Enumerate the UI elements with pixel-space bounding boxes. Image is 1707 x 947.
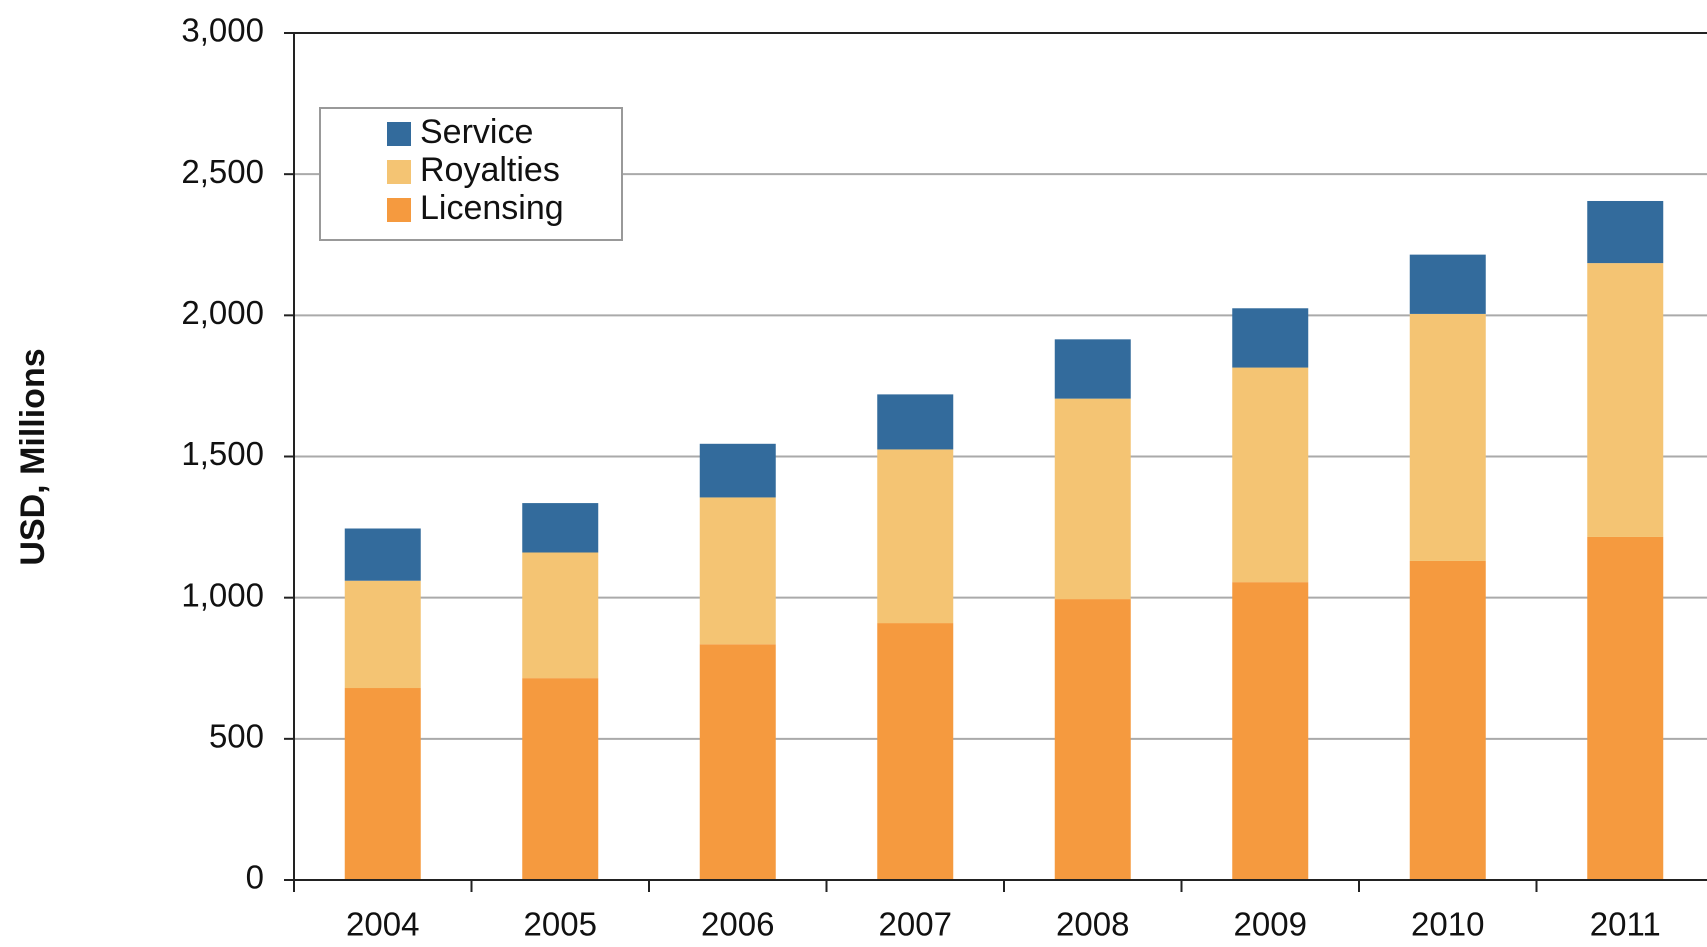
bar-segment: [1054, 339, 1131, 399]
bar-segment: [1232, 308, 1309, 368]
bar-segment: [1054, 398, 1131, 600]
bar-segment: [522, 552, 599, 679]
bar-segment: [699, 644, 776, 880]
bar-segment: [699, 497, 776, 645]
y-tick-label: 500: [209, 718, 264, 755]
bar-segment: [344, 528, 421, 581]
legend-swatch: [387, 198, 411, 222]
x-tick-label: 2006: [701, 906, 774, 943]
legend-box: [319, 107, 623, 241]
y-tick-label: 1,500: [181, 435, 264, 472]
y-tick-label: 1,000: [181, 576, 264, 613]
y-tick-label: 0: [246, 859, 264, 896]
bar-segment: [1409, 560, 1486, 880]
bar-segment: [522, 503, 599, 553]
y-tick-label: 2,000: [181, 294, 264, 331]
bar-segment: [1409, 313, 1486, 561]
bar-segment: [1054, 599, 1131, 880]
bar-segment: [1409, 254, 1486, 314]
bar-segment: [1587, 536, 1664, 880]
legend-swatch: [387, 160, 411, 184]
x-tick-label: 2011: [1590, 906, 1661, 943]
legend-label: Licensing: [420, 189, 564, 227]
bar-segment: [344, 580, 421, 689]
bar-segment: [877, 449, 954, 624]
bar-segment: [699, 443, 776, 498]
x-tick-label: 2004: [346, 906, 419, 943]
legend-label: Royalties: [420, 151, 560, 189]
x-tick-label: 2007: [879, 906, 952, 943]
legend-label: Service: [420, 113, 533, 151]
bar-segment: [877, 394, 954, 450]
bar-segment: [877, 623, 954, 880]
bar-segment: [1232, 582, 1309, 880]
bar-segment: [344, 688, 421, 880]
bar-segment: [1587, 263, 1664, 537]
bar-segment: [522, 678, 599, 880]
legend-swatch: [387, 122, 411, 146]
bar-segment: [1587, 200, 1664, 264]
y-axis-label: USD, Millions: [14, 348, 52, 565]
x-tick-label: 2005: [524, 906, 597, 943]
bar-segment: [1232, 367, 1309, 583]
x-tick-label: 2008: [1056, 906, 1129, 943]
x-tick-label: 2009: [1234, 906, 1307, 943]
y-tick-label: 2,500: [181, 153, 264, 190]
x-tick-label: 2010: [1411, 906, 1484, 943]
y-tick-label: 3,000: [181, 12, 264, 49]
